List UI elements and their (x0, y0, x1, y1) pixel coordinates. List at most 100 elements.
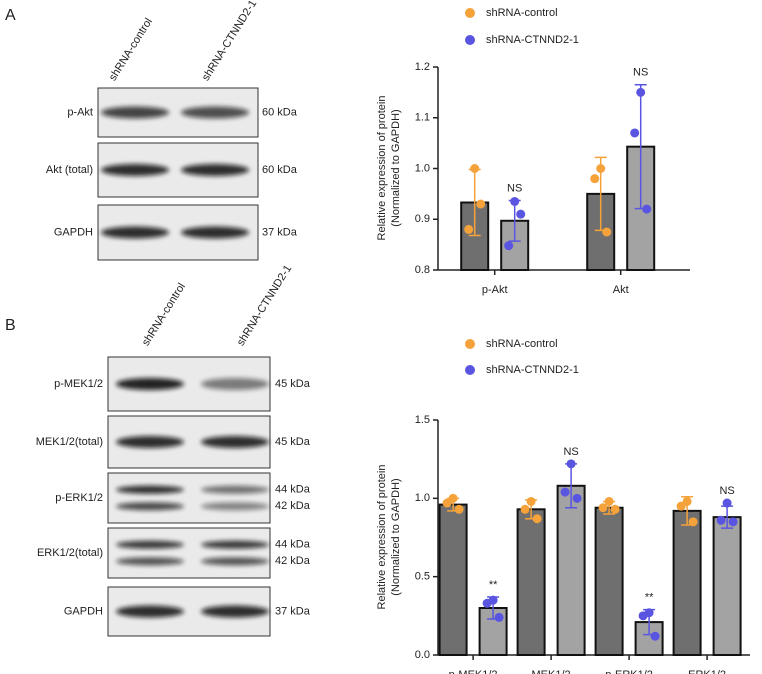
data-point (602, 227, 612, 237)
band (181, 164, 249, 176)
kda-label: 45 kDa (275, 436, 311, 448)
data-point (610, 504, 620, 514)
data-point (596, 164, 606, 173)
band (116, 557, 184, 566)
band (101, 226, 169, 239)
row-label: ERK1/2(total) (37, 547, 103, 559)
kda-label: 60 kDa (262, 106, 298, 118)
band (116, 436, 184, 448)
data-point (572, 493, 582, 503)
data-point (476, 199, 486, 209)
band (201, 378, 269, 390)
y-tick-label: 0.0 (415, 649, 430, 661)
row-label: p-ERK1/2 (55, 492, 103, 504)
kda-label: 60 kDa (262, 164, 298, 176)
kda-label: 44 kDa (275, 484, 311, 496)
data-point (566, 459, 576, 469)
data-point (504, 241, 514, 251)
data-point (470, 164, 480, 173)
y-tick-label: 0.5 (415, 571, 430, 583)
kda-label: 44 kDa (275, 539, 311, 551)
legend-label: shRNA-CTNND2-1 (486, 34, 579, 46)
data-point (590, 174, 600, 184)
data-point (630, 128, 640, 138)
legend-marker (465, 8, 475, 18)
band (116, 378, 184, 390)
x-tick-label: p-ERK1/2 (605, 669, 653, 674)
y-tick-label: 1.0 (415, 492, 430, 504)
y-tick-label: 1.1 (415, 112, 430, 124)
data-point (722, 498, 732, 508)
bar (516, 508, 546, 656)
row-label: MEK1/2(total) (36, 436, 103, 448)
kda-label: 37 kDa (275, 605, 311, 617)
band (101, 106, 169, 119)
lane-label: shRNA-CTNND2-1 (235, 263, 294, 348)
row-label: GAPDH (54, 226, 93, 238)
lane-label: shRNA-control (107, 16, 155, 83)
bar (712, 516, 742, 657)
data-point (520, 504, 530, 514)
band (116, 540, 184, 549)
data-point (716, 515, 726, 525)
significance-label: NS (719, 485, 734, 497)
bar (438, 503, 468, 656)
data-point (454, 504, 464, 514)
y-tick-label: 0.8 (415, 264, 430, 276)
y-axis-label: Relative expression of protein (376, 465, 388, 610)
row-label: GAPDH (64, 605, 103, 617)
panel-label: B (5, 317, 16, 334)
x-tick-label: Akt (613, 284, 629, 296)
x-tick-label: p-MEK1/2 (449, 669, 498, 674)
y-tick-label: 1.5 (415, 414, 430, 426)
band (201, 436, 269, 448)
data-point (688, 517, 698, 527)
data-point (532, 514, 542, 524)
data-point (482, 598, 492, 608)
band (201, 502, 269, 511)
bar (594, 506, 624, 656)
legend-marker (465, 339, 475, 349)
x-tick-label: MEK1/2 (532, 669, 571, 674)
data-point (636, 87, 646, 97)
kda-label: 42 kDa (275, 555, 311, 567)
band (201, 540, 269, 549)
data-point (442, 498, 452, 508)
data-point (516, 209, 526, 219)
data-point (510, 196, 520, 206)
band (116, 485, 184, 494)
x-tick-label: p-Akt (482, 284, 508, 296)
y-tick-label: 1.0 (415, 162, 430, 174)
band (181, 106, 249, 119)
data-point (676, 501, 686, 511)
lane-label: shRNA-CTNND2-1 (200, 0, 259, 83)
data-point (642, 204, 652, 214)
band (101, 164, 169, 176)
blot-frame (107, 527, 271, 579)
data-point (604, 496, 614, 506)
y-tick-label: 0.9 (415, 213, 430, 225)
legend-marker (465, 365, 475, 375)
panel-label: A (5, 7, 16, 24)
legend-label: shRNA-control (486, 338, 558, 350)
bar (672, 509, 702, 656)
lane-label: shRNA-control (140, 281, 188, 348)
y-axis-label: (Normalized to GAPDH) (390, 109, 402, 226)
kda-label: 37 kDa (262, 226, 298, 238)
band (116, 605, 184, 618)
y-axis-label: Relative expression of protein (376, 96, 388, 241)
significance-label: ** (489, 579, 498, 591)
band (181, 226, 249, 239)
band (201, 485, 269, 494)
kda-label: 42 kDa (275, 500, 311, 512)
data-point (650, 631, 660, 641)
significance-label: NS (633, 67, 648, 79)
x-tick-label: ERK1/2 (688, 669, 726, 674)
row-label: p-Akt (67, 106, 93, 118)
data-point (494, 612, 504, 622)
significance-label: NS (507, 182, 522, 194)
data-point (526, 496, 536, 506)
blot-frame (107, 472, 271, 524)
bar (556, 484, 586, 656)
